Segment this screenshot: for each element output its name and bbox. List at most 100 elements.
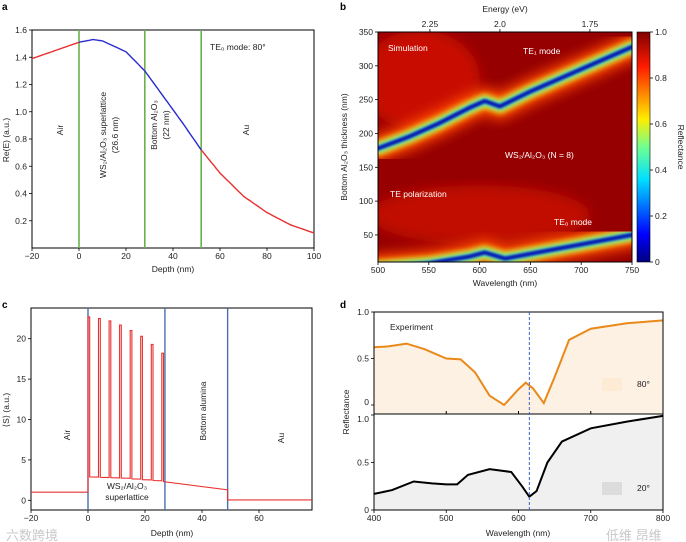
y-tick-label: 300: [359, 61, 373, 71]
y-axis-label: Bottom Al₂O₃ thickness (nm): [339, 93, 349, 201]
legend-swatch-20: [602, 482, 622, 495]
bottom-alumina-label: Bottom alumina: [198, 381, 208, 440]
x-tick-label: 400: [367, 513, 381, 523]
panel-d-plot: Experiment 80° 20° Reflectance Wavelengt…: [341, 307, 670, 542]
poynting-curve: [31, 316, 312, 501]
superlattice-thickness-label: (26.6 nm): [110, 117, 120, 154]
au-label: Au: [276, 433, 286, 444]
heatmap: [378, 32, 632, 262]
y-axis-label: ⟨S⟩ (a.u.): [1, 393, 11, 428]
panel-label-a: a: [2, 2, 8, 13]
x-axis-label: Wavelength (nm): [473, 278, 538, 288]
y-tick-label: 1.0: [655, 27, 667, 37]
y-tick-label: 5: [21, 455, 26, 465]
te-polarization-label: TE polarization: [390, 189, 447, 199]
y-tick-label: 0.8: [655, 73, 667, 83]
bottom-alumina-label: Bottom Al₂O₃: [149, 100, 159, 150]
y-tick-label: 250: [359, 95, 373, 105]
x-tick-label: 40: [168, 251, 178, 261]
panel-c-frame: [30, 307, 313, 511]
top-axis-label: Energy (eV): [482, 4, 528, 14]
legend-label-80: 80°: [637, 379, 650, 389]
te0-mode-annotation: TE₀ mode: 80°: [210, 42, 266, 52]
series-area-1: [374, 415, 663, 510]
y-tick-label: 20: [17, 334, 27, 344]
y-tick-label: 1.0: [357, 414, 369, 424]
x-axis-label: Depth (nm): [152, 264, 195, 274]
legend-label-20: 20°: [637, 483, 650, 493]
x-tick-label: 0: [77, 251, 82, 261]
y-axis-label: Reflectance: [341, 389, 351, 434]
x-tick-label: 650: [523, 265, 537, 275]
x-tick-label: 500: [439, 513, 453, 523]
y-tick-label: 1.6: [15, 25, 27, 35]
y-tick-label: 0.5: [357, 354, 369, 364]
y-tick-label: 10: [17, 415, 27, 425]
field-curve-segment: [31, 41, 80, 60]
series-line-20°: [373, 414, 664, 499]
x-tick-label: −20: [24, 513, 39, 523]
x-tick-label: 60: [254, 513, 264, 523]
x-tick-label: 600: [473, 265, 487, 275]
x-tick-label: 20: [121, 251, 131, 261]
x-tick-label: 60: [215, 251, 225, 261]
y-tick-label: 0: [364, 397, 369, 407]
te0-mode-label: TE₀ mode: [554, 217, 592, 227]
y-tick-label: 0.5: [357, 458, 369, 468]
y-tick-label: 0.2: [15, 216, 27, 226]
panel-label-d: d: [340, 300, 346, 311]
y-tick-label: 0: [21, 495, 26, 505]
x-tick-label: 750: [625, 265, 639, 275]
watermark: 低维 昂维: [606, 528, 662, 542]
colorbar-label: Reflectance: [676, 125, 686, 170]
y-tick-label: 1.0: [15, 107, 27, 117]
x-tick-label: 700: [584, 513, 598, 523]
superlattice-label: WS₂/Al₂O₃ superlattice: [98, 92, 108, 178]
field-curve-segment: [78, 38, 202, 151]
y-tick-label: 200: [359, 128, 373, 138]
experiment-label: Experiment: [390, 322, 434, 332]
field-curve-segment: [200, 149, 315, 234]
y-tick-label: 0.2: [655, 211, 667, 221]
panel-b-frame: [377, 31, 633, 263]
x-tick-label: 20: [140, 513, 150, 523]
x-axis-label: Wavelength (nm): [486, 528, 551, 538]
x-tick-label: 1.75: [582, 19, 599, 29]
y-tick-label: 15: [17, 374, 27, 384]
simulation-label: Simulation: [388, 43, 428, 53]
x-tick-label: 2.25: [422, 19, 439, 29]
series-area-0: [374, 320, 663, 414]
x-tick-label: 550: [422, 265, 436, 275]
x-tick-label: 100: [307, 251, 321, 261]
x-tick-label: 600: [511, 513, 525, 523]
air-label: Air: [55, 125, 65, 136]
superlattice-label: WS₂/Al₂O₃: [107, 481, 147, 491]
panel-d-bottom-frame: [373, 413, 664, 511]
y-tick-label: 0.8: [15, 134, 27, 144]
mode-band: [378, 45, 632, 150]
y-tick-label: 1.0: [357, 307, 369, 317]
panel-a-plot: TE₀ mode: 80° Air WS₂/Al₂O₃ superlattice…: [1, 25, 321, 274]
panel-label-b: b: [340, 2, 346, 13]
x-tick-label: 700: [574, 265, 588, 275]
bottom-alumina-thickness-label: (22 nm): [161, 110, 171, 139]
x-tick-label: 2.0: [494, 19, 506, 29]
y-tick-label: 0.6: [655, 119, 667, 129]
n8-label: WS₂/Al₂O₃ (N = 8): [505, 150, 574, 160]
superlattice-label-2: superlattice: [105, 492, 149, 502]
y-tick-label: 0: [655, 257, 660, 267]
heatmap-region: [378, 185, 590, 245]
colorbar: [636, 31, 651, 263]
y-tick-label: 100: [359, 196, 373, 206]
mode-band: [431, 233, 632, 262]
x-tick-label: −20: [25, 251, 40, 261]
te1-mode-label: TE₁ mode: [523, 46, 561, 56]
panel-label-c: c: [2, 300, 8, 311]
x-tick-label: 80: [262, 251, 272, 261]
y-tick-label: 50: [364, 230, 374, 240]
panel-c-plot: Air Bottom alumina Au WS₂/Al₂O₃ superlat…: [1, 307, 313, 542]
au-label: Au: [241, 125, 251, 136]
y-tick-label: 0.4: [655, 165, 667, 175]
